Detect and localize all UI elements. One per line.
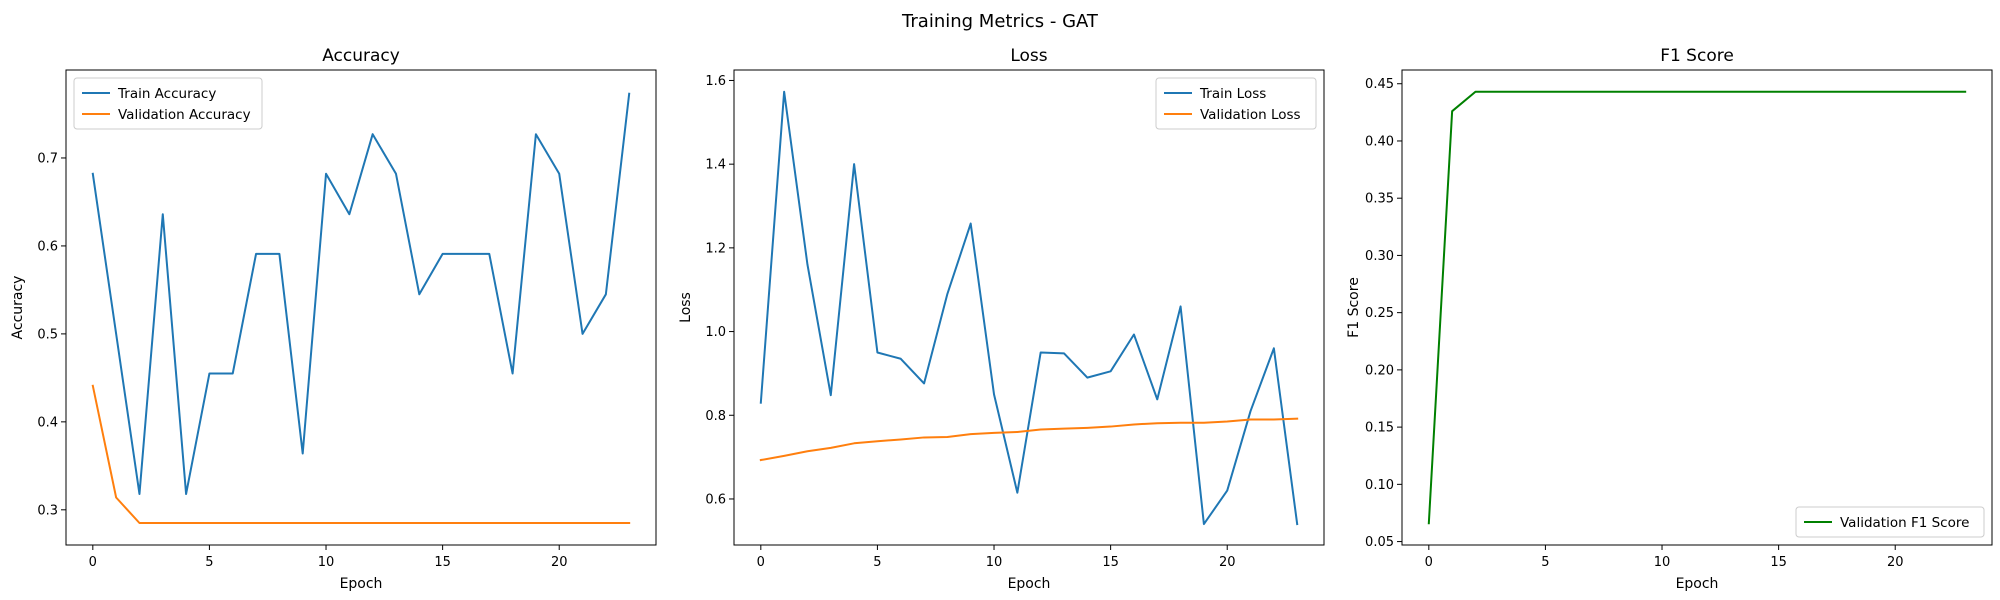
loss-legend: Train Loss Validation Loss: [1155, 77, 1317, 130]
f1-ytick-label: 0.30: [1365, 249, 1394, 264]
accuracy-legend-box: [73, 77, 263, 130]
loss-xtick-label: 15: [1102, 555, 1119, 570]
accuracy-legend-entry: Train Accuracy: [117, 86, 216, 102]
loss-ytick-label: 1.2: [705, 241, 726, 256]
f1-legend-entry: Validation F1 Score: [1840, 515, 1969, 531]
f1-ytick-label: 0.20: [1365, 363, 1394, 378]
accuracy-xtick-label: 0: [89, 555, 97, 570]
accuracy-legend-entry: Validation Accuracy: [118, 107, 251, 123]
loss-panel: Loss 0 5 10 15 20 0.6 0.8 1.0 1.2 1.4 1.6 Epoch Loss T…: [678, 46, 1325, 592]
loss-legend-entry: Train Loss: [1199, 86, 1266, 102]
loss-legend-entry: Validation Loss: [1200, 107, 1301, 123]
f1-xtick-label: 0: [1425, 555, 1433, 570]
accuracy-xtick-label: 5: [205, 555, 213, 570]
loss-title: Loss: [1010, 46, 1047, 66]
loss-xtick-label: 5: [873, 555, 881, 570]
f1-panel: F1 Score 0 5 10 15 20 0.05 0.10 0.15 0.20 0.25 0.30…: [1346, 46, 1993, 592]
accuracy-title: Accuracy: [322, 46, 400, 66]
accuracy-ytick-label: 0.7: [37, 151, 58, 166]
accuracy-xtick-label: 10: [318, 555, 335, 570]
loss-ytick-label: 1.6: [705, 74, 726, 89]
loss-ytick-label: 1.4: [705, 158, 726, 173]
loss-plot-frame: [733, 69, 1325, 546]
loss-xtick-label: 0: [757, 555, 765, 570]
f1-x-axis-label: Epoch: [1676, 576, 1719, 592]
f1-ytick-label: 0.45: [1365, 77, 1394, 92]
f1-xtick-label: 20: [1887, 555, 1904, 570]
figure-suptitle: Training Metrics - GAT: [901, 11, 1099, 32]
f1-ytick-label: 0.35: [1365, 192, 1394, 207]
f1-xtick-label: 5: [1541, 555, 1549, 570]
f1-title: F1 Score: [1660, 46, 1734, 66]
f1-ytick-label: 0.10: [1365, 478, 1394, 493]
accuracy-series-line-0: [91, 92, 631, 495]
accuracy-y-axis-label: Accuracy: [10, 276, 26, 340]
accuracy-ytick-label: 0.4: [37, 415, 58, 430]
accuracy-panel: Accuracy 0 5 10 15 20 0.3 0.4 0.5 0.6 0.7 Epoch Accu…: [10, 46, 657, 592]
loss-x-axis-label: Epoch: [1008, 576, 1051, 592]
loss-legend-box: [1155, 77, 1317, 130]
f1-xtick-label: 15: [1770, 555, 1787, 570]
loss-series-line-1: [759, 417, 1299, 462]
loss-xtick-label: 20: [1219, 555, 1236, 570]
loss-ytick-label: 1.0: [705, 325, 726, 340]
accuracy-ytick-label: 0.6: [37, 239, 58, 254]
f1-xtick-label: 10: [1654, 555, 1671, 570]
f1-ytick-label: 0.25: [1365, 306, 1394, 321]
f1-ytick-label: 0.15: [1365, 421, 1394, 436]
loss-ytick-label: 0.6: [705, 492, 726, 507]
accuracy-plot-frame: [65, 69, 657, 546]
f1-series-line-0: [1427, 90, 1967, 525]
accuracy-series-line-1: [91, 384, 631, 525]
loss-series-line-0: [759, 90, 1299, 526]
loss-ytick-label: 0.8: [705, 409, 726, 424]
accuracy-xtick-label: 15: [434, 555, 451, 570]
f1-legend: Validation F1 Score: [1795, 506, 1985, 538]
f1-y-axis-label: F1 Score: [1346, 277, 1362, 338]
loss-y-axis-label: Loss: [678, 292, 694, 323]
f1-ytick-label: 0.05: [1365, 535, 1394, 550]
f1-plot-frame: [1401, 69, 1993, 546]
accuracy-ytick-label: 0.5: [37, 327, 58, 342]
f1-legend-box: [1795, 506, 1985, 538]
accuracy-xtick-label: 20: [551, 555, 568, 570]
chart-panels: Accuracy 0 5 10 15 20 0.3 0.4 0.5 0.6 0.7 Epoch Accu…: [10, 46, 1993, 592]
f1-ytick-label: 0.40: [1365, 134, 1394, 149]
accuracy-ytick-label: 0.3: [37, 503, 58, 518]
loss-xtick-label: 10: [986, 555, 1003, 570]
accuracy-legend: Train Accuracy Validation Accuracy: [73, 77, 263, 130]
accuracy-x-axis-label: Epoch: [340, 576, 383, 592]
